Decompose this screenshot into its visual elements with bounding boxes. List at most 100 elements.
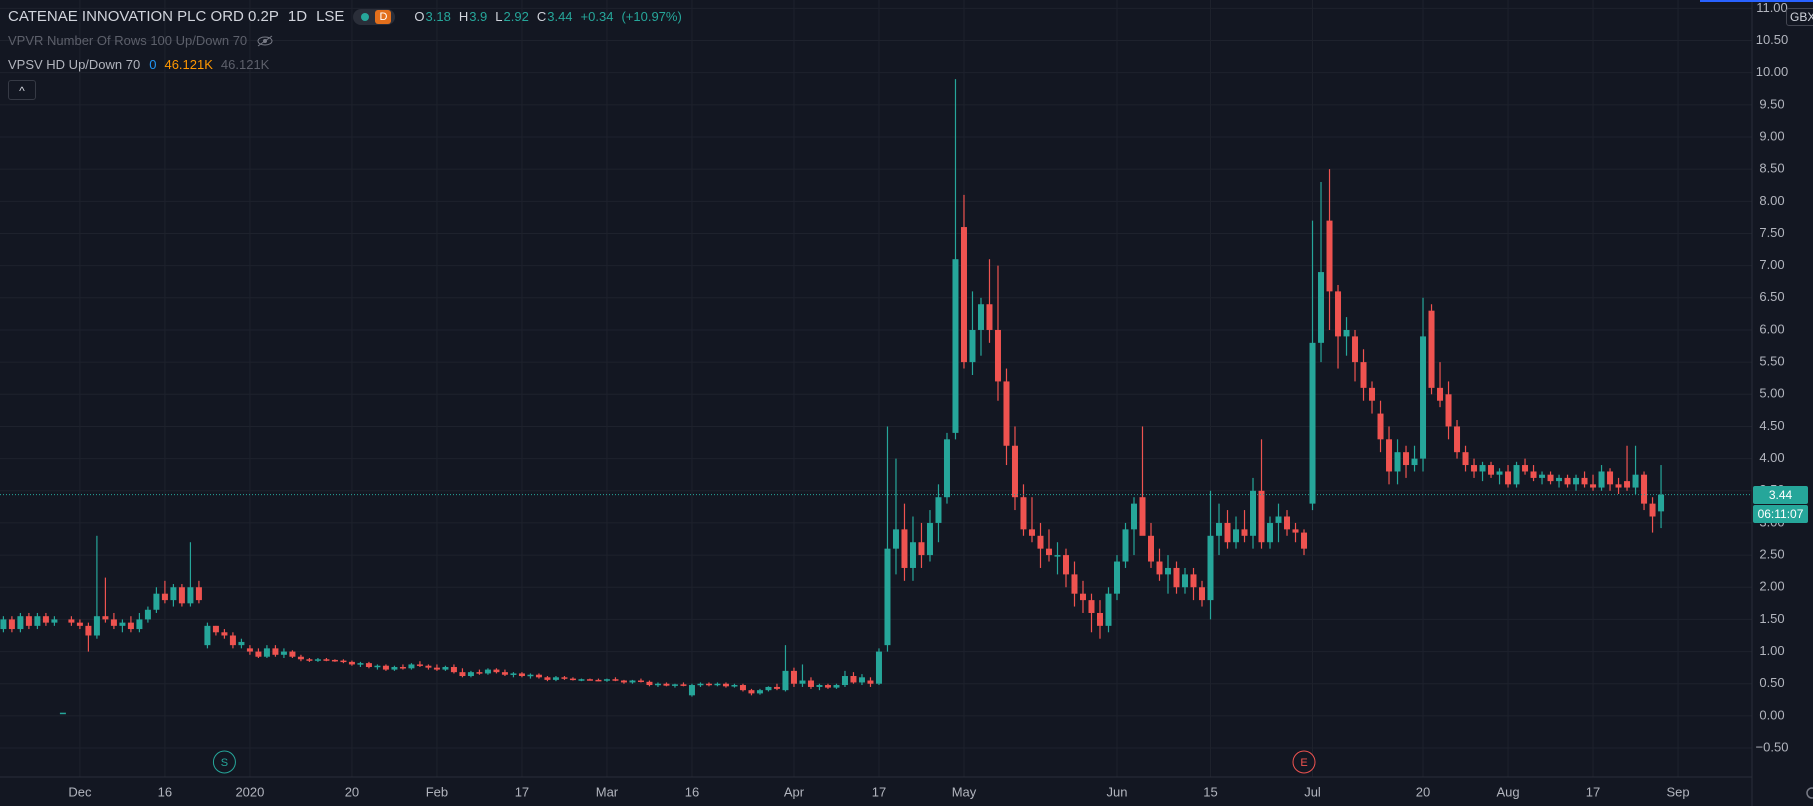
candle-body — [25, 616, 32, 626]
candle-body — [501, 672, 508, 675]
candle-body — [1624, 481, 1631, 488]
candle-body — [433, 667, 440, 670]
event-marker — [212, 750, 236, 774]
candle-body — [952, 259, 959, 433]
settings-icon[interactable] — [1806, 787, 1813, 799]
candle-body — [306, 659, 313, 661]
change: +0.34 — [580, 9, 614, 24]
candle-body — [442, 667, 449, 670]
candle-body — [1505, 471, 1512, 485]
candle-body — [425, 665, 432, 668]
candle-body — [663, 683, 670, 686]
candle-body — [0, 619, 7, 630]
candle-body — [1547, 474, 1554, 482]
candle-body — [960, 227, 967, 363]
candle-body — [1301, 532, 1308, 549]
candle-body — [357, 663, 364, 665]
candle-body — [1326, 220, 1333, 292]
candle-body — [17, 616, 24, 630]
y-tick-label: 8.00 — [1759, 193, 1784, 208]
candle-body — [119, 622, 126, 626]
collapse-button[interactable]: ^ — [8, 80, 36, 100]
status-badge[interactable]: D — [353, 8, 396, 25]
candle-body — [1233, 529, 1240, 543]
candle-body — [756, 690, 763, 694]
candle-body — [450, 667, 457, 673]
candle-body — [620, 680, 627, 683]
currency-label: GBX — [1786, 8, 1813, 26]
candle-body — [705, 683, 712, 686]
candle-body — [816, 685, 823, 687]
legend-value: 3.9 — [469, 9, 488, 24]
candle-body — [331, 659, 338, 662]
x-tick-label: 15 — [1203, 784, 1217, 799]
event-label: E — [1300, 757, 1307, 769]
candle-body — [875, 651, 882, 684]
candle-body — [1581, 477, 1588, 485]
candle-body — [136, 619, 143, 630]
hidden-icon[interactable] — [256, 35, 274, 47]
x-tick-label: Feb — [426, 784, 448, 799]
candle-body — [977, 304, 984, 330]
x-tick-label: Sep — [1666, 784, 1689, 799]
candle-body — [1360, 362, 1367, 388]
candle-body — [790, 670, 797, 684]
candle-body — [569, 678, 576, 681]
legend-value: 3.44 — [547, 9, 573, 24]
candle-body — [722, 683, 729, 687]
candle-body — [399, 667, 406, 669]
candle-body — [807, 680, 814, 687]
x-tick-label: 20 — [345, 784, 359, 799]
y-tick-label: 8.50 — [1759, 161, 1784, 176]
candle-body — [110, 619, 117, 626]
legend-key: L — [495, 9, 503, 24]
candle-body — [280, 651, 287, 655]
y-tick-label: 6.50 — [1759, 289, 1784, 304]
candle-body — [1513, 465, 1520, 485]
candle-body — [1658, 494, 1665, 512]
x-tick-label: 20 — [1416, 784, 1430, 799]
candle-body — [782, 670, 789, 691]
candle-body — [1207, 535, 1214, 601]
candle-body — [1088, 600, 1095, 613]
candle-body — [1122, 529, 1129, 562]
candle-body — [1539, 474, 1546, 478]
candle-body — [493, 669, 500, 673]
candle-body — [68, 619, 75, 623]
candle-body — [391, 667, 398, 670]
candle-body — [799, 680, 806, 684]
candle-body — [1632, 474, 1639, 488]
candle-body — [476, 672, 483, 674]
candle-body — [272, 648, 279, 655]
header: CATENAE INNOVATION PLC ORD 0.2P 1D LSE D… — [8, 8, 682, 25]
countdown-label: 06:11:07 — [1753, 504, 1808, 523]
candle-body — [1173, 567, 1180, 588]
candle-body — [1641, 474, 1648, 504]
candle-body — [1496, 471, 1503, 475]
candle-body — [1420, 336, 1427, 459]
candle-body — [408, 664, 415, 669]
candle-body — [1369, 387, 1376, 401]
candle-body — [459, 672, 466, 677]
candle-body — [595, 679, 602, 682]
candle-body — [263, 648, 270, 657]
event-marker — [1292, 750, 1316, 774]
y-tick-label: 10.50 — [1756, 32, 1789, 47]
y-tick-label: 4.00 — [1759, 450, 1784, 465]
candle-body — [1292, 529, 1299, 533]
candle-body — [467, 672, 474, 677]
legend-item: L2.92 — [495, 9, 529, 24]
candle-body — [255, 651, 262, 657]
candle-body — [1573, 477, 1580, 485]
legend-item: O3.18 — [414, 9, 450, 24]
candle-body — [1165, 567, 1171, 575]
indicator-row: VPSV HD Up/Down 70 0 46.121K 46.121K — [8, 57, 269, 72]
candle-body — [654, 683, 661, 686]
candle-body — [127, 622, 134, 630]
y-tick-label: −0.50 — [1756, 739, 1789, 754]
x-tick-label: 16 — [685, 784, 699, 799]
grid — [0, 0, 1752, 777]
candles — [0, 79, 1752, 715]
candle-body — [93, 616, 100, 636]
candle-body — [187, 587, 194, 604]
